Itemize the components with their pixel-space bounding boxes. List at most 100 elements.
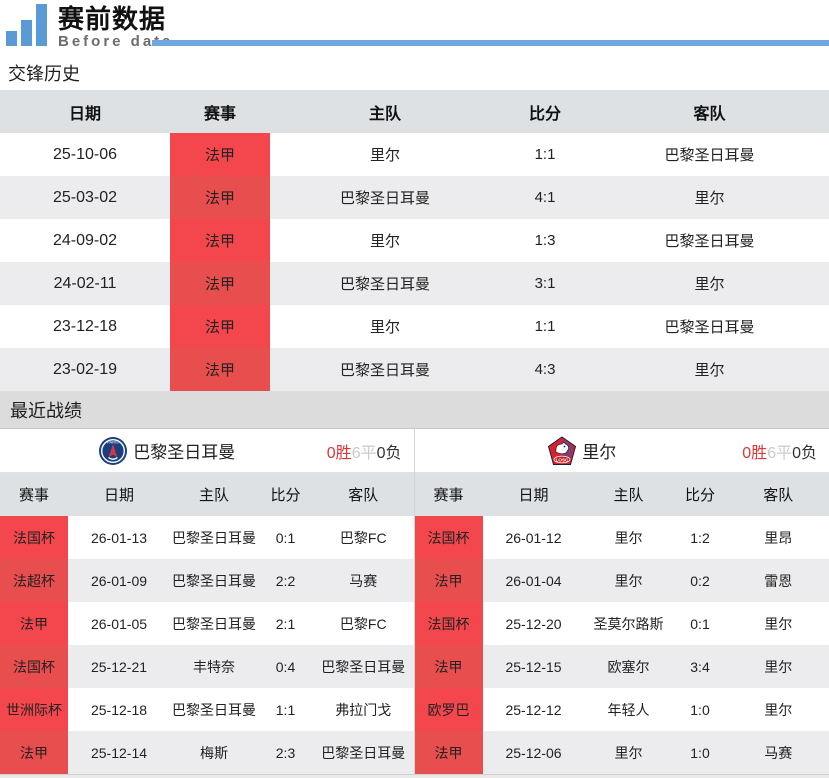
lille-col-comp: 赛事 [414,473,483,516]
psg-col-comp: 赛事 [0,473,68,516]
lille-draws: 6平 [767,444,793,462]
away-team: 里尔 [727,602,829,645]
competition-badge: 法甲 [170,305,270,348]
match-date: 26-01-12 [482,516,585,559]
away-team: 里尔 [727,645,829,688]
lille-col-home: 主队 [584,473,673,516]
h2h-row: 23-02-19 法甲 巴黎圣日耳曼 4:3 里尔 [0,348,829,391]
match-score: 2:1 [258,602,313,645]
match-date: 26-01-04 [482,559,585,602]
recent-section-title: 最近战绩 [0,391,829,429]
match-score: 0:2 [672,559,728,602]
lille-panel-header: LOSC 里尔 0胜6平0负 [414,429,829,473]
lille-col-date: 日期 [482,473,585,516]
home-team: 巴黎圣日耳曼 [170,516,258,559]
brand-header: 赛前数据 Before data [0,0,829,56]
match-score: 4:1 [500,176,590,219]
psg-col-score: 比分 [258,473,313,516]
lille-col-score: 比分 [672,473,728,516]
lille-results-body: 法国杯 26-01-12 里尔 1:2 里昂 法甲 26-01-04 里尔 0:… [414,516,829,774]
home-team: 圣莫尔路斯 [584,602,673,645]
h2h-col-comp: 赛事 [170,90,270,133]
competition-badge: 法甲 [0,602,68,645]
match-score: 1:1 [500,305,590,348]
away-team: 雷恩 [727,559,829,602]
match-score: 2:3 [258,731,313,774]
away-team: 巴黎FC [313,516,414,559]
home-team: 巴黎圣日耳曼 [170,559,258,602]
panel-psg: PARIS 巴黎圣日耳曼 0胜6平0负 赛事 日期 主队 比分 客队 [0,429,415,774]
away-team: 里尔 [590,262,829,305]
match-score: 1:0 [672,688,728,731]
match-date: 25-10-06 [0,133,170,176]
home-team: 里尔 [270,305,500,348]
psg-result-row: 法甲 25-12-14 梅斯 2:3 巴黎圣日耳曼 [0,731,414,774]
competition-badge: 法国杯 [0,516,68,559]
match-date: 25-12-20 [482,602,585,645]
psg-draws: 6平 [351,444,377,462]
lille-logo-icon: LOSC [548,435,577,465]
competition-badge: 法甲 [170,219,270,262]
h2h-header-row: 日期 赛事 主队 比分 客队 [0,90,829,133]
lille-team-name: 里尔 [582,443,617,462]
h2h-row: 25-03-02 法甲 巴黎圣日耳曼 4:1 里尔 [0,176,829,219]
away-team: 里尔 [590,176,829,219]
lille-wins: 0胜 [742,444,768,462]
psg-panel-header: PARIS 巴黎圣日耳曼 0胜6平0负 [0,429,414,473]
home-team: 里尔 [584,516,673,559]
h2h-col-away: 客队 [590,90,829,133]
psg-header-row: 赛事 日期 主队 比分 客队 [0,473,414,516]
psg-col-home: 主队 [170,473,258,516]
psg-wins: 0胜 [326,444,352,462]
lille-record: 0胜6平0负 [742,439,817,463]
psg-logo-text: PARIS [107,439,119,444]
h2h-row: 24-02-11 法甲 巴黎圣日耳曼 3:1 里尔 [0,262,829,305]
competition-badge: 法甲 [0,731,68,774]
match-score: 0:1 [258,516,313,559]
psg-logo-icon: PARIS [99,436,128,465]
home-team: 里尔 [270,133,500,176]
psg-results-table: 赛事 日期 主队 比分 客队 法国杯 26-01-13 巴黎圣日耳曼 0:1 巴… [0,473,414,774]
competition-badge: 世洲际杯 [0,688,68,731]
h2h-row: 24-09-02 法甲 里尔 1:3 巴黎圣日耳曼 [0,219,829,262]
match-score: 0:4 [258,645,313,688]
match-date: 23-12-18 [0,305,170,348]
home-team: 欧塞尔 [584,645,673,688]
match-score: 3:4 [672,645,728,688]
lille-result-row: 法甲 25-12-06 里尔 1:0 马赛 [414,731,829,774]
brand-title: 赛前数据 [58,4,167,34]
home-team: 梅斯 [170,731,258,774]
away-team: 里尔 [727,688,829,731]
brand-divider-line [152,40,829,46]
match-date: 25-12-12 [482,688,585,731]
lille-result-row: 法国杯 25-12-20 圣莫尔路斯 0:1 里尔 [414,602,829,645]
h2h-row: 25-10-06 法甲 里尔 1:1 巴黎圣日耳曼 [0,133,829,176]
competition-badge: 法甲 [414,645,483,688]
match-date: 23-02-19 [0,348,170,391]
competition-badge: 法甲 [414,731,483,774]
away-team: 巴黎圣日耳曼 [590,305,829,348]
competition-badge: 法甲 [170,262,270,305]
match-date: 25-03-02 [0,176,170,219]
match-score: 4:3 [500,348,590,391]
lille-results-table: 赛事 日期 主队 比分 客队 法国杯 26-01-12 里尔 1:2 里昂 [414,473,829,774]
lille-result-row: 法国杯 26-01-12 里尔 1:2 里昂 [414,516,829,559]
match-date: 24-09-02 [0,219,170,262]
psg-result-row: 世洲际杯 25-12-18 巴黎圣日耳曼 1:1 弗拉门戈 [0,688,414,731]
match-score: 1:2 [672,516,728,559]
h2h-col-home: 主队 [270,90,500,133]
home-team: 里尔 [584,559,673,602]
home-team: 里尔 [584,731,673,774]
lille-logo-text: LOSC [556,457,569,462]
match-score: 1:1 [500,133,590,176]
lille-result-row: 法甲 26-01-04 里尔 0:2 雷恩 [414,559,829,602]
match-score: 1:3 [500,219,590,262]
home-team: 年轻人 [584,688,673,731]
lille-col-away: 客队 [727,473,829,516]
competition-badge: 法国杯 [414,602,483,645]
match-score: 0:1 [672,602,728,645]
lille-header-row: 赛事 日期 主队 比分 客队 [414,473,829,516]
psg-result-row: 法国杯 25-12-21 丰特奈 0:4 巴黎圣日耳曼 [0,645,414,688]
away-team: 里昂 [727,516,829,559]
away-team: 弗拉门戈 [313,688,414,731]
